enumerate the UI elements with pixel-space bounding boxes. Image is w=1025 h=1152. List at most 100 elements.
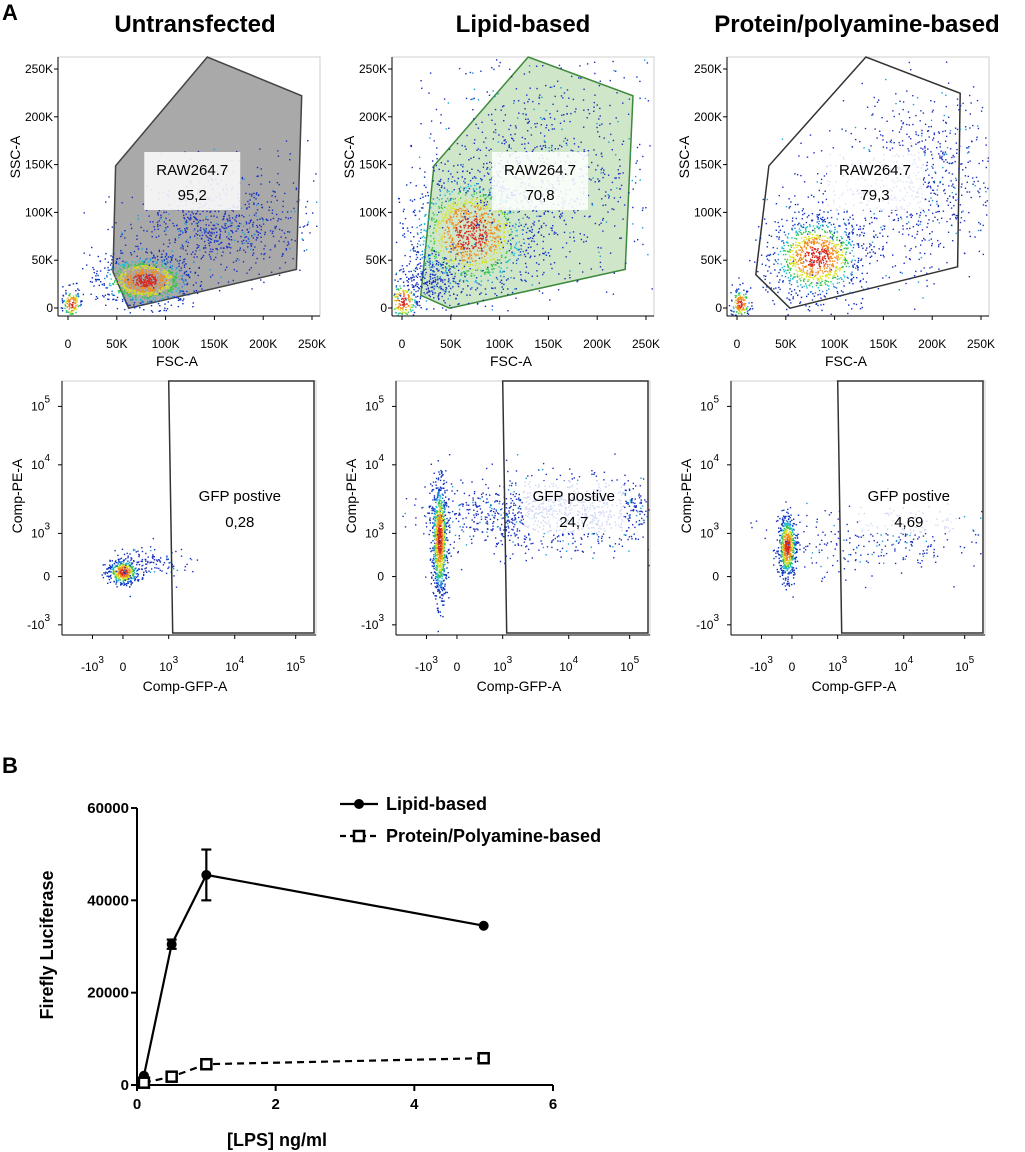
- event-dot: [563, 114, 565, 116]
- event-dot: [463, 187, 465, 190]
- event-dot: [566, 105, 568, 107]
- event-dot: [114, 564, 117, 567]
- event-dot: [582, 99, 585, 101]
- event-dot: [145, 281, 147, 283]
- event-dot: [115, 279, 117, 282]
- event-dot: [157, 259, 159, 261]
- event-dot: [486, 236, 488, 238]
- event-dot: [138, 553, 140, 556]
- event-dot: [224, 223, 226, 225]
- event-dot: [264, 252, 266, 255]
- event-dot: [132, 548, 135, 551]
- event-dot: [475, 245, 477, 247]
- event-dot: [120, 557, 123, 559]
- event-dot: [259, 232, 261, 234]
- event-dot: [423, 276, 425, 278]
- event-dot: [131, 577, 134, 580]
- event-dot: [471, 245, 473, 247]
- event-dot: [67, 297, 69, 299]
- event-dot: [503, 139, 505, 142]
- event-dot: [77, 288, 79, 290]
- event-dot: [419, 244, 422, 246]
- event-dot: [571, 217, 574, 219]
- event-dot: [452, 222, 454, 224]
- event-dot: [465, 73, 467, 75]
- event-dot: [467, 285, 469, 287]
- event-dot: [482, 206, 484, 208]
- event-dot: [137, 575, 139, 577]
- event-dot: [452, 224, 455, 226]
- event-dot: [450, 273, 452, 275]
- event-dot: [140, 264, 143, 267]
- event-dot: [111, 259, 113, 261]
- event-dot: [74, 302, 76, 305]
- event-dot: [133, 286, 135, 288]
- event-dot: [480, 280, 483, 282]
- event-dot: [459, 190, 461, 192]
- event-dot: [220, 276, 222, 278]
- event-dot: [617, 173, 620, 175]
- event-dot: [460, 247, 462, 249]
- event-dot: [154, 549, 156, 551]
- event-dot: [240, 207, 243, 209]
- event-dot: [61, 298, 63, 300]
- event-dot: [197, 246, 199, 248]
- event-dot: [131, 566, 133, 568]
- event-dot: [617, 120, 619, 123]
- event-dot: [446, 262, 448, 265]
- event-dot: [68, 304, 70, 306]
- event-dot: [568, 97, 570, 99]
- event-dot: [199, 234, 201, 237]
- event-dot: [171, 250, 173, 252]
- event-dot: [110, 269, 112, 271]
- event-dot: [641, 227, 644, 229]
- event-dot: [451, 210, 454, 213]
- event-dot: [129, 561, 131, 564]
- event-dot: [118, 577, 120, 579]
- event-dot: [116, 565, 118, 567]
- event-dot: [127, 281, 130, 284]
- event-dot: [150, 295, 152, 297]
- event-dot: [403, 295, 405, 297]
- event-dot: [423, 240, 425, 242]
- event-dot: [490, 207, 492, 210]
- event-dot: [211, 228, 213, 230]
- event-dot: [250, 219, 252, 221]
- event-dot: [481, 262, 483, 264]
- event-dot: [138, 263, 140, 265]
- event-dot: [443, 258, 445, 260]
- event-dot: [467, 270, 470, 272]
- event-dot: [442, 272, 444, 274]
- event-dot: [127, 571, 130, 573]
- event-dot: [255, 198, 257, 200]
- event-dot: [69, 284, 71, 286]
- event-dot: [557, 80, 559, 82]
- event-dot: [520, 274, 522, 276]
- event-dot: [458, 188, 460, 190]
- event-dot: [76, 299, 78, 301]
- event-dot: [472, 98, 474, 100]
- event-dot: [479, 237, 482, 240]
- event-dot: [209, 269, 211, 271]
- event-dot: [511, 231, 513, 233]
- event-dot: [288, 231, 291, 233]
- event-dot: [137, 274, 139, 276]
- event-dot: [147, 284, 150, 287]
- event-dot: [417, 233, 419, 236]
- event-dot: [458, 263, 460, 265]
- event-dot: [114, 561, 116, 563]
- event-dot: [155, 262, 158, 264]
- event-dot: [409, 298, 411, 301]
- event-dot: [432, 274, 434, 276]
- event-dot: [438, 588, 440, 591]
- event-dot: [448, 148, 451, 150]
- event-dot: [195, 223, 197, 225]
- event-dot: [448, 230, 450, 233]
- x-tick-label: 103: [159, 655, 178, 674]
- event-dot: [122, 260, 124, 262]
- event-dot: [122, 560, 124, 563]
- event-dot: [135, 298, 137, 300]
- event-dot: [227, 225, 230, 228]
- event-dot: [443, 250, 445, 252]
